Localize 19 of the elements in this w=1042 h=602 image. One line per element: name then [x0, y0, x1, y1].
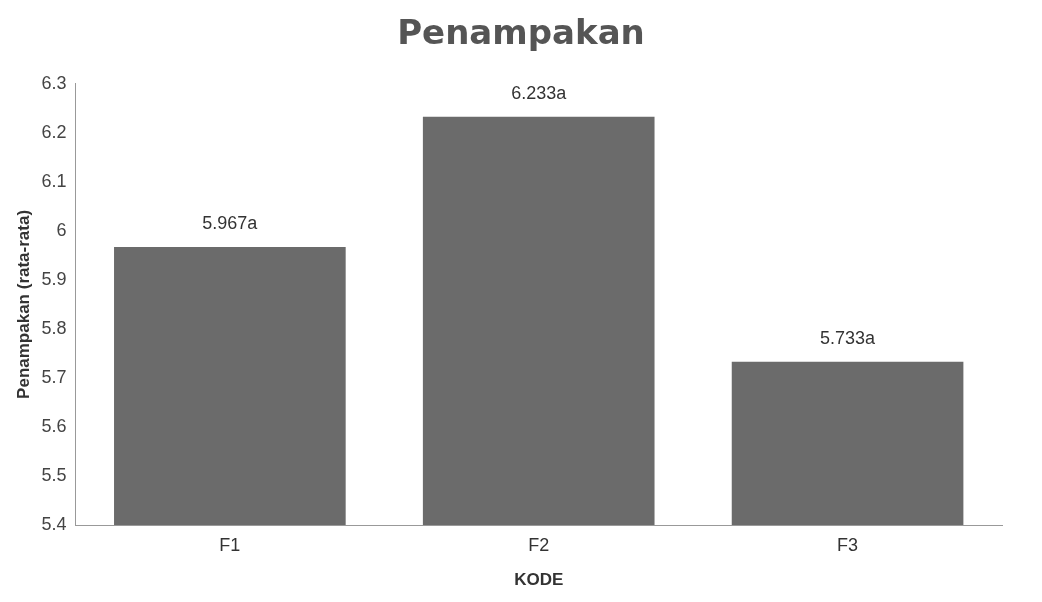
y-tick-label: 5.7: [41, 366, 67, 387]
y-tick-label: 5.9: [41, 268, 67, 289]
y-tick-label: 5.4: [41, 513, 67, 534]
y-tick-label: 6.2: [41, 121, 67, 142]
x-tick-label: F3: [837, 534, 859, 555]
data-label: 6.233a: [511, 82, 568, 103]
chart-title: Penampakan: [396, 12, 646, 52]
y-tick-label: 5.8: [41, 317, 67, 338]
y-tick-label: 6.3: [41, 72, 67, 93]
data-label: 5.967a: [202, 213, 259, 234]
y-tick-label: 6: [56, 219, 67, 240]
x-tick-label: F2: [528, 534, 550, 555]
y-tick-label: 6.1: [41, 170, 67, 191]
data-label: 5.733a: [820, 327, 877, 348]
y-tick-label: 5.6: [41, 415, 67, 436]
y-axis-title: Penampakan (rata-rata): [13, 209, 33, 399]
x-tick-label: F1: [219, 534, 241, 555]
y-tick-label: 5.5: [41, 464, 67, 485]
x-axis-title: KODE: [514, 570, 564, 590]
